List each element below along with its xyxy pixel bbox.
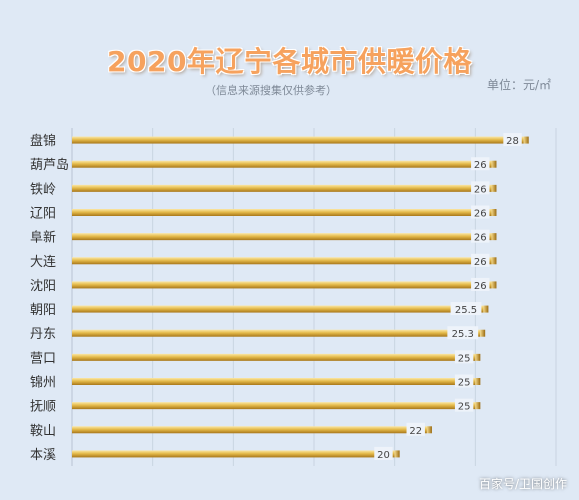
bar — [72, 450, 395, 458]
category-label: 鞍山 — [30, 423, 56, 439]
value-label-box — [374, 446, 393, 460]
value-label: 26 — [474, 281, 487, 292]
bar — [72, 136, 524, 144]
bar-end-cap — [475, 353, 481, 361]
value-label: 25.5 — [455, 305, 477, 316]
bar — [72, 353, 476, 361]
category-label: 大连 — [30, 254, 56, 270]
value-label: 28 — [506, 136, 519, 147]
bar — [72, 257, 492, 265]
bar-row: 本溪 20 — [30, 446, 400, 463]
value-label-box — [406, 422, 425, 436]
bar — [72, 305, 484, 313]
bar-row: 抚顺 25 — [30, 398, 481, 415]
bars: 盘锦 28 葫芦岛 26 铁岭 26 辽阳 26 阜新 26 大连 26 沈阳 26 朝阳 25.5 丹东 25.… — [30, 133, 529, 463]
value-label-box — [471, 181, 490, 195]
bar-end-cap — [491, 160, 497, 168]
category-label: 本溪 — [30, 448, 56, 463]
value-label-box — [447, 326, 479, 340]
value-label: 22 — [409, 426, 422, 437]
bar — [72, 160, 492, 168]
bar-row: 铁岭 26 — [30, 181, 497, 197]
bar — [72, 426, 427, 434]
bar-row: 朝阳 25.5 — [30, 302, 489, 318]
bar-end-cap — [491, 233, 497, 241]
category-label: 铁岭 — [30, 182, 56, 197]
value-label: 25 — [458, 378, 471, 389]
value-label-box — [471, 157, 490, 171]
value-label-box — [503, 133, 522, 147]
value-label-box — [450, 302, 482, 316]
value-label-box — [471, 253, 490, 267]
bar-end-cap — [523, 136, 529, 144]
value-label-box — [471, 229, 490, 243]
category-label: 丹东 — [30, 327, 56, 342]
value-label: 26 — [474, 233, 487, 244]
bar-row: 丹东 25.3 — [30, 326, 486, 342]
bar-end-cap — [426, 426, 432, 434]
value-label: 26 — [474, 257, 487, 268]
value-label: 25.3 — [452, 329, 474, 340]
bar — [72, 329, 481, 337]
bar-end-cap — [491, 184, 497, 192]
value-label-box — [471, 277, 490, 291]
value-label: 20 — [377, 450, 390, 461]
bar-row: 辽阳 26 — [30, 205, 497, 222]
bar-end-cap — [491, 209, 497, 216]
bar-end-cap — [480, 329, 486, 337]
chart-title: 2020年辽宁各城市供暖价格 — [107, 45, 472, 78]
bar-end-cap — [394, 450, 400, 458]
bar-end-cap — [475, 378, 481, 385]
watermark: 百家号/卫国创作 — [478, 477, 567, 491]
category-label: 抚顺 — [30, 400, 56, 415]
category-label: 营口 — [30, 351, 56, 366]
value-label: 26 — [474, 160, 487, 171]
bar-end-cap — [491, 257, 497, 265]
bar-end-cap — [491, 281, 497, 289]
bar-row: 阜新 26 — [30, 229, 497, 246]
bar-row: 营口 25 — [30, 350, 481, 366]
chart-subtitle: （信息来源搜集仅供参考） — [205, 84, 337, 97]
value-label-box — [454, 350, 474, 364]
bar — [72, 281, 492, 289]
value-label: 25 — [458, 402, 471, 413]
grid-lines — [71, 128, 557, 466]
bar-row: 大连 26 — [30, 253, 497, 270]
bar — [72, 378, 476, 385]
bar-end-cap — [475, 402, 481, 410]
bar-end-cap — [483, 305, 489, 313]
bar-row: 盘锦 28 — [30, 133, 529, 149]
value-label: 26 — [474, 209, 487, 220]
value-label-box — [454, 398, 474, 412]
value-label-box — [454, 374, 474, 388]
bar — [72, 233, 492, 241]
category-label: 盘锦 — [30, 133, 56, 149]
bar-row: 葫芦岛 26 — [30, 157, 497, 173]
category-label: 朝阳 — [30, 303, 56, 318]
bar — [72, 209, 492, 216]
value-label: 26 — [474, 184, 487, 195]
category-label: 葫芦岛 — [30, 157, 69, 173]
bar-row: 沈阳 26 — [30, 277, 497, 294]
category-label: 沈阳 — [30, 279, 56, 294]
category-label: 辽阳 — [30, 207, 56, 222]
unit-label: 单位：元/㎡ — [486, 78, 551, 92]
bar — [72, 184, 492, 192]
value-label-box — [471, 205, 490, 219]
category-label: 锦州 — [30, 376, 56, 391]
category-label: 阜新 — [30, 230, 56, 246]
value-label: 25 — [458, 353, 471, 364]
bar — [72, 402, 476, 410]
bar-row: 锦州 25 — [30, 374, 481, 391]
bar-row: 鞍山 22 — [30, 422, 432, 439]
